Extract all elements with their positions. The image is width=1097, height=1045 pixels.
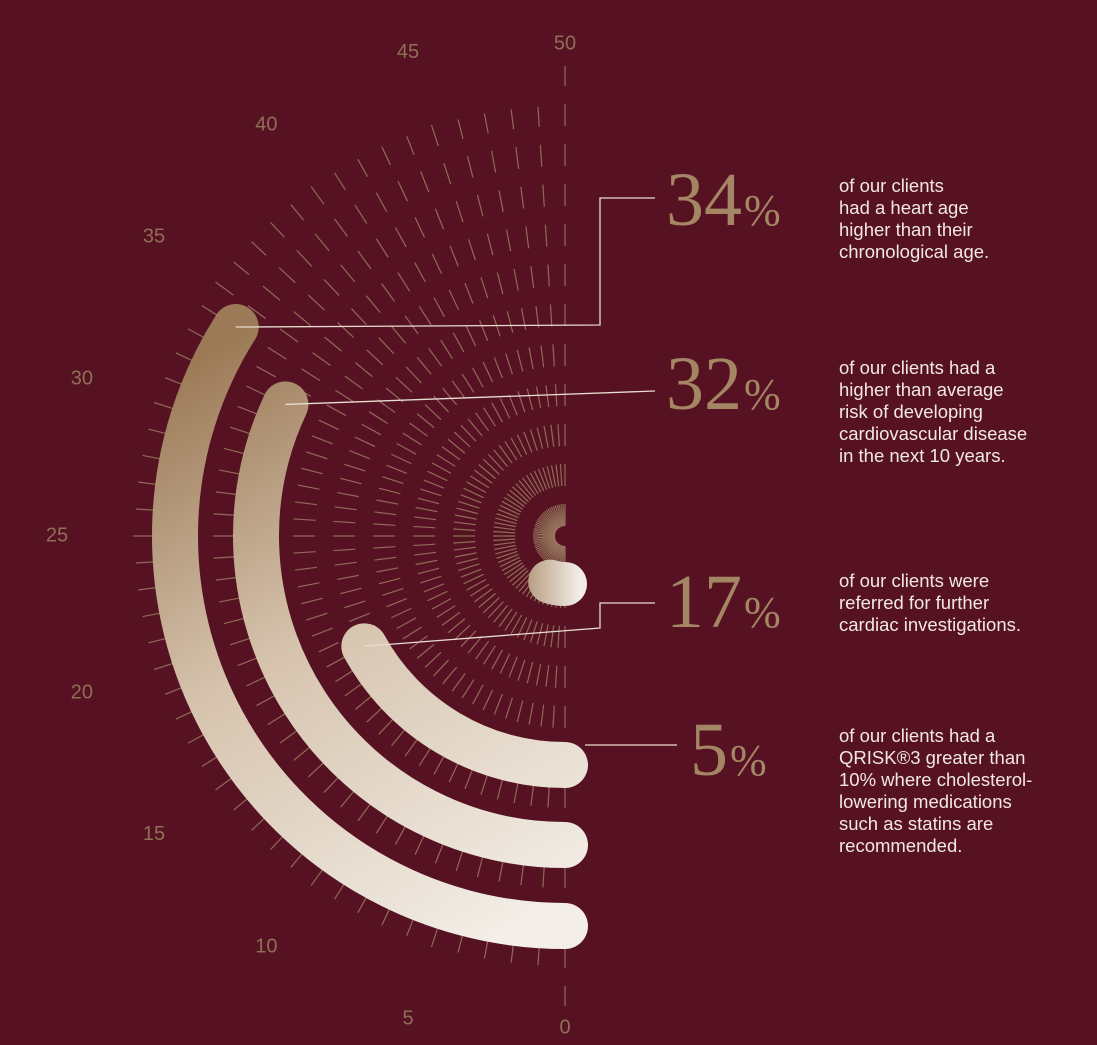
tick-label-45: 45 xyxy=(397,41,419,63)
tick-label-40: 40 xyxy=(255,113,277,135)
gridline-35 xyxy=(204,273,558,531)
gridline-46 xyxy=(457,119,564,527)
tick-label-50: 50 xyxy=(554,32,576,54)
stat-5-value: 5 xyxy=(690,708,728,792)
stat-32-description: of our clients had a higher than average… xyxy=(839,357,1028,466)
stat-5-unit: % xyxy=(730,736,767,785)
gridline-26 xyxy=(135,508,556,536)
stat-17-percent: 17% xyxy=(666,564,781,640)
tick-label-10: 10 xyxy=(255,935,277,957)
gridline-36 xyxy=(233,261,558,531)
stat-32-value: 32 xyxy=(666,342,742,426)
gridline-19 xyxy=(164,539,556,695)
gridline-43 xyxy=(381,146,562,528)
tick-label-35: 35 xyxy=(143,226,165,248)
stat-17-description: of our clients were referred for further… xyxy=(839,570,1022,635)
gridline-49 xyxy=(537,106,565,527)
bar-32 xyxy=(233,381,588,868)
gridline-21 xyxy=(148,537,556,644)
stat-34-percent: 34% xyxy=(666,162,781,238)
stat-34-value: 34 xyxy=(666,158,742,242)
gridline-40 xyxy=(302,175,560,529)
tick-label-25: 25 xyxy=(46,524,68,546)
gridline-22 xyxy=(142,537,556,618)
gridline-23 xyxy=(138,536,556,591)
gridline-34 xyxy=(201,305,557,532)
gridline-42 xyxy=(357,158,561,528)
tick-labels: 0 5 10 15 20 25 30 35 40 45 50 xyxy=(46,32,576,1038)
gridline-37 xyxy=(251,241,559,530)
gridline-28 xyxy=(142,454,556,535)
stat-5-percent: 5% xyxy=(690,712,767,788)
stat-32-unit: % xyxy=(744,370,781,419)
bars xyxy=(152,304,588,949)
leader-line-34 xyxy=(235,197,655,328)
gridline-29 xyxy=(148,428,556,535)
stat-34-unit: % xyxy=(744,186,781,235)
gridline-48 xyxy=(510,109,565,527)
gridline-32 xyxy=(175,352,557,533)
gridline-27 xyxy=(138,481,556,536)
tick-label-5: 5 xyxy=(402,1007,413,1029)
bar-5 xyxy=(528,559,587,606)
gridline-39 xyxy=(290,204,560,529)
gridline-24 xyxy=(135,536,556,564)
tick-label-20: 20 xyxy=(71,681,93,703)
tick-label-30: 30 xyxy=(71,367,93,389)
gridline-44 xyxy=(406,135,562,527)
bar-34 xyxy=(152,304,588,949)
tick-label-0: 0 xyxy=(559,1016,570,1038)
stat-17-unit: % xyxy=(744,588,781,637)
gridline-33 xyxy=(187,328,557,532)
bar-17 xyxy=(341,623,588,788)
stat-32-percent: 32% xyxy=(666,346,781,422)
tick-label-15: 15 xyxy=(143,823,165,845)
gridline-45 xyxy=(426,112,563,527)
leader-line-32 xyxy=(285,390,656,406)
stat-34-description: of our clients had a heart age higher th… xyxy=(839,175,990,262)
gridline-41 xyxy=(334,172,561,528)
leader-lines xyxy=(235,197,677,746)
gridline-47 xyxy=(483,113,564,527)
stat-17-value: 17 xyxy=(666,560,742,644)
stat-5-description: of our clients had a QRISK®3 greater tha… xyxy=(839,725,1033,856)
gridline-31 xyxy=(164,377,556,533)
leader-line-17 xyxy=(364,602,655,647)
gridline-38 xyxy=(270,222,559,530)
